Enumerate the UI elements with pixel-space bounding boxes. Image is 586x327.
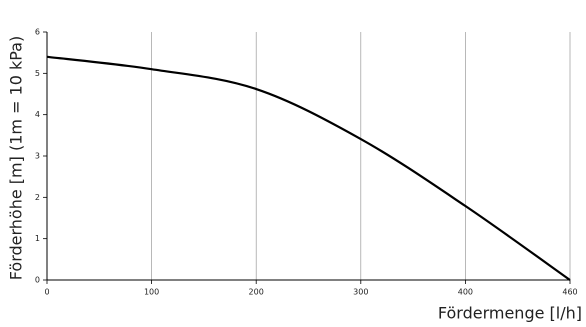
y-tick-label: 4: [35, 110, 40, 119]
x-axis-label: Fördermenge [l/h]: [438, 304, 582, 323]
line: [46, 55, 571, 281]
y-tick-label: 6: [35, 28, 40, 37]
y-tick-label: 5: [35, 69, 40, 78]
x-tick-label: 100: [144, 288, 159, 297]
x-tick-label: 460: [562, 288, 577, 297]
x-tick-label: 300: [353, 288, 368, 297]
x-tick-label: 0: [44, 288, 49, 297]
y-tick-label: 1: [35, 234, 40, 243]
y-tick-label: 3: [35, 152, 40, 161]
y-tick-label: 0: [35, 276, 40, 285]
x-tick-label: 400: [458, 288, 473, 297]
x-tick-label: 200: [249, 288, 264, 297]
y-axis-label: Förderhöhe [m] (1m = 10 kPa): [7, 36, 26, 280]
y-tick-label: 2: [35, 193, 40, 202]
